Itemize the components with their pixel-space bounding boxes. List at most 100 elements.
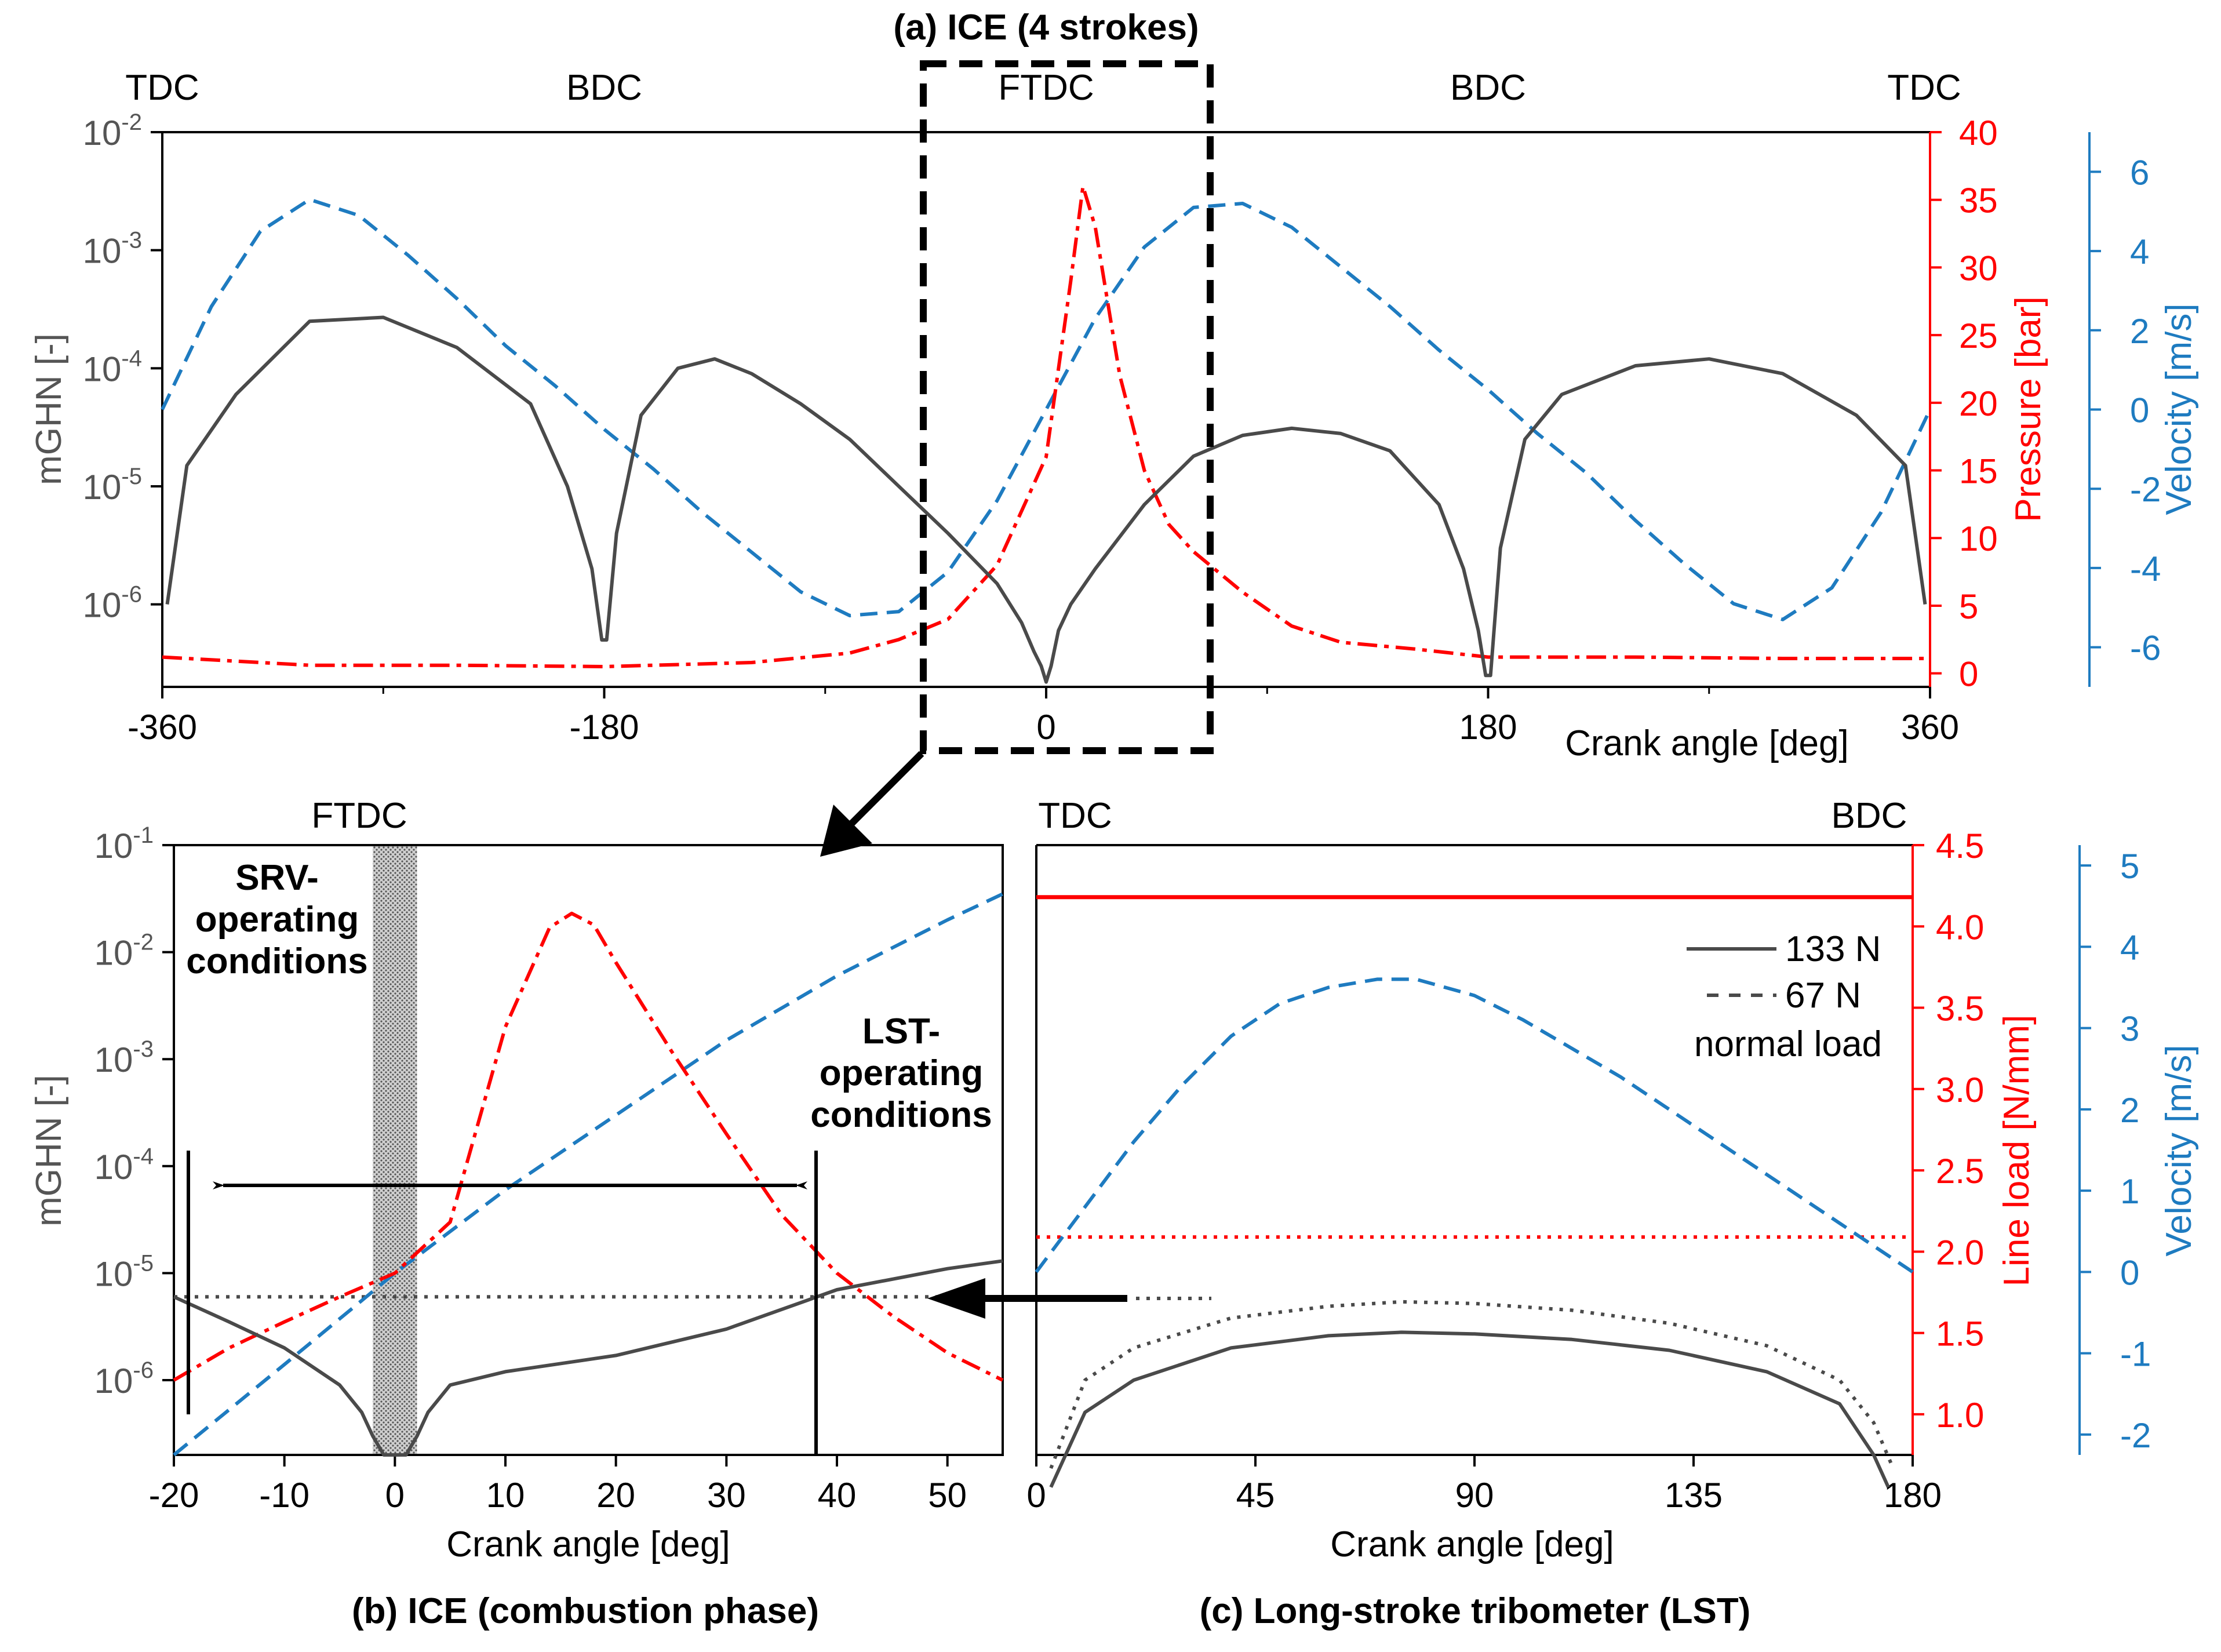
- panel-a-x-label: Crank angle [deg]: [1565, 723, 1848, 763]
- panel-c-velocity-tick-label: 1: [2120, 1172, 2139, 1211]
- panel-b-x-label: Crank angle [deg]: [446, 1524, 730, 1564]
- panel-b-velocity-line: [173, 892, 1004, 1457]
- panel-c-lineload-label: Line load [N/mm]: [1997, 1015, 2037, 1287]
- panel-c-velocity-tick-label: 2: [2120, 1091, 2139, 1130]
- panel-a-top-label: TDC: [125, 68, 199, 108]
- legend-title: normal load: [1694, 1024, 1882, 1064]
- panel-c-mghn-67-line: [1049, 1300, 1895, 1469]
- panel-c-lineload-tick-label: 2.0: [1936, 1233, 1984, 1272]
- panel-a-top-label: TDC: [1887, 68, 1961, 108]
- panel-b-x-tick-label: 50: [928, 1476, 967, 1515]
- panel-a-top-label: BDC: [566, 68, 642, 108]
- panel-a-y-label: mGHN [-]: [29, 333, 69, 485]
- panel-a-velocity-tick-label: 2: [2130, 312, 2149, 351]
- panel-b-y-tick-label: 10-6: [94, 1358, 154, 1400]
- panel-b-x-tick-label: 30: [707, 1476, 746, 1515]
- lst-annotation: operating: [820, 1053, 983, 1093]
- panel-c-velocity-tick-label: 4: [2120, 928, 2139, 967]
- zoom-arrow-shaft: [843, 751, 924, 832]
- panel-a-y-tick-label: 10-5: [83, 464, 142, 507]
- panel-c-x-tick-label: 0: [1026, 1476, 1046, 1515]
- panel-a-y-tick-label: 10-4: [83, 345, 142, 388]
- panel-b-pressure-line: [173, 911, 1004, 1382]
- panel-b-frame: [173, 844, 1004, 1456]
- legend-label-133: 133 N: [1785, 929, 1881, 969]
- panel-c-velocity-tick-label: 5: [2120, 847, 2139, 886]
- panel-a-y-tick-label: 10-3: [83, 228, 142, 271]
- panel-c-lineload-tick-label: 4.0: [1936, 908, 1984, 947]
- panel-a-x-tick-label: -360: [128, 708, 197, 747]
- panel-c-lineload-tick-label: 1.5: [1936, 1315, 1984, 1353]
- lst-annotation: LST-: [862, 1011, 940, 1051]
- panel-b-x-tick-label: 0: [385, 1476, 405, 1515]
- panel-b-mghn-line: [173, 1259, 1003, 1457]
- panel-b-y-tick-label: 10-2: [94, 930, 154, 973]
- lst-annotation: conditions: [810, 1095, 992, 1135]
- combustion-band: [373, 845, 417, 1455]
- panel-a-top-label: BDC: [1450, 68, 1526, 108]
- panel-c-x-tick-label: 180: [1884, 1476, 1942, 1515]
- panel-a-pressure-label: Pressure [bar]: [2008, 296, 2048, 522]
- panel-c-x-tick-label: 90: [1455, 1476, 1494, 1515]
- panel-c-velocity-label: Velocity [m/s]: [2159, 1045, 2199, 1256]
- panel-a-pressure-tick-label: 15: [1959, 452, 1998, 491]
- panel-c-velocity-tick-label: 3: [2120, 1010, 2139, 1049]
- panel-c-lineload-tick-label: 3.5: [1936, 989, 1984, 1028]
- panel-b-top-label: FTDC: [311, 796, 407, 836]
- panel-a-pressure-tick-label: 10: [1959, 519, 1998, 558]
- panel-b-y-tick-label: 10-5: [94, 1250, 154, 1293]
- panel-a-velocity-label: Velocity [m/s]: [2159, 303, 2199, 515]
- panel-b-x-tick-label: -20: [149, 1476, 199, 1515]
- panel-c-lineload-tick-label: 1.0: [1936, 1396, 1984, 1435]
- panel-b-y-label: mGHN [-]: [29, 1075, 69, 1227]
- panel-c-velocity-tick-label: -1: [2120, 1335, 2151, 1374]
- panel-a-x-tick-label: -180: [569, 708, 639, 747]
- panel-a-velocity-line: [161, 198, 1932, 621]
- panel-b-x-tick-label: 10: [486, 1476, 525, 1515]
- panel-a-x-tick-label: 360: [1901, 708, 1959, 747]
- panel-c-velocity-tick-label: -2: [2120, 1416, 2151, 1455]
- panel-b-x-tick-label: 20: [596, 1476, 635, 1515]
- panel-a-pressure-tick-label: 5: [1959, 587, 1978, 626]
- panel-a-pressure-tick-label: 40: [1959, 114, 1998, 152]
- panel-b-x-tick-label: 40: [818, 1476, 857, 1515]
- panel-a-title: (a) ICE (4 strokes): [893, 8, 1199, 48]
- panel-a-y-tick-label: 10-6: [83, 582, 142, 625]
- panel-b-y-tick-label: 10-3: [94, 1036, 154, 1079]
- transfer-arrow-head: [927, 1278, 985, 1319]
- panel-c-top-label: TDC: [1038, 796, 1112, 836]
- panel-a-y-tick-label: 10-2: [83, 110, 142, 152]
- panel-a-velocity-tick-label: 4: [2130, 232, 2149, 271]
- panel-c-top-label: BDC: [1832, 796, 1907, 836]
- srv-annotation: operating: [195, 900, 359, 940]
- panel-c-lineload-tick-label: 2.5: [1936, 1152, 1984, 1191]
- panel-a-velocity-tick-label: -6: [2130, 629, 2161, 668]
- panel-a-velocity-tick-label: -2: [2130, 470, 2161, 509]
- panel-a-pressure-tick-label: 30: [1959, 249, 1998, 288]
- panel-b-y-tick-label: 10-4: [94, 1144, 154, 1187]
- zoom-arrow-head: [820, 805, 872, 857]
- zoom-box: [920, 60, 1214, 754]
- panel-c-velocity-line: [1035, 977, 1914, 1273]
- panel-a-pressure-tick-label: 20: [1959, 384, 1998, 423]
- panel-c-velocity-tick-label: 0: [2120, 1253, 2139, 1292]
- legend-label-67: 67 N: [1785, 976, 1861, 1016]
- panel-c-lineload-tick-label: 3.0: [1936, 1071, 1984, 1109]
- panel-a-x-tick-label: 0: [1036, 708, 1055, 747]
- srv-annotation: SRV-: [235, 858, 319, 898]
- panel-a-mghn-line: [165, 315, 1927, 684]
- panel-a-velocity-tick-label: -4: [2130, 550, 2161, 588]
- panel-a-pressure-tick-label: 25: [1959, 316, 1998, 355]
- panel-a-velocity-tick-label: 0: [2130, 391, 2149, 430]
- panel-a-velocity-tick-label: 6: [2130, 153, 2149, 192]
- panel-a-x-tick-label: 180: [1459, 708, 1517, 747]
- panel-c-x-label: Crank angle [deg]: [1330, 1524, 1614, 1564]
- panel-c-lineload-tick-label: 4.5: [1936, 827, 1984, 865]
- panel-c-title: (c) Long-stroke tribometer (LST): [1200, 1591, 1751, 1631]
- annotation-layer: [820, 751, 1211, 1319]
- panel-b-title: (b) ICE (combustion phase): [352, 1591, 819, 1631]
- panel-b: -20 -10 0 10 20 30 40 50 Crank angle [deg] (b) IC…: [29, 796, 1004, 1631]
- panel-c-x-tick-label: 135: [1665, 1476, 1723, 1515]
